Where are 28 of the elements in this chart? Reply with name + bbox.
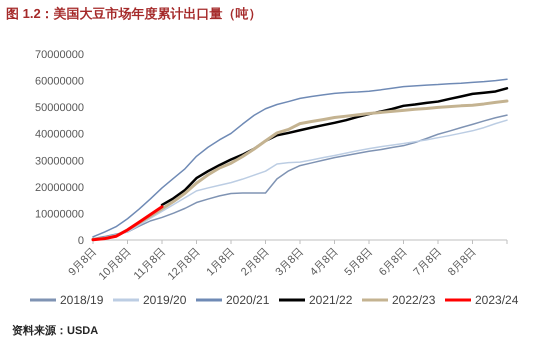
- x-tick-label: 1月8日: [204, 246, 238, 278]
- x-tick-label: 8月8日: [446, 246, 479, 278]
- y-tick-label: 0: [78, 235, 84, 247]
- y-tick-label: 70000000: [35, 49, 84, 61]
- text: 资料来源：USDA: [12, 324, 98, 337]
- y-tick-label: 10000000: [35, 208, 84, 220]
- y-tick-label: 20000000: [35, 182, 84, 194]
- y-tick-label: 40000000: [35, 128, 84, 141]
- legend-label: 2021/22: [309, 293, 353, 307]
- legend-label: 2023/24: [475, 293, 519, 307]
- y-tick-label: 60000000: [35, 76, 84, 88]
- x-tick-label: 4月8日: [308, 246, 341, 278]
- legend-label: 2022/23: [392, 293, 436, 307]
- y-tick-label: 30000000: [35, 155, 84, 168]
- legend-label: 2018/19: [60, 293, 104, 307]
- x-tick-label: 12月8日: [166, 246, 203, 283]
- x-tick-label: 7月8日: [411, 246, 444, 278]
- x-tick-label: 9月8日: [66, 246, 100, 278]
- x-tick-label: 2月8日: [238, 246, 272, 278]
- legend-label: 2020/21: [226, 293, 270, 307]
- y-tick-label: 50000000: [35, 102, 84, 114]
- title: 图 1.2：美国大豆市场年度累计出口量（吨）: [6, 6, 262, 21]
- x-tick-label: 6月8日: [376, 246, 410, 278]
- x-tick-label: 3月8日: [273, 246, 306, 278]
- legend-label: 2019/20: [143, 293, 187, 307]
- x-tick-label: 5月8日: [342, 246, 376, 278]
- x-tick-label: 10月8日: [96, 246, 134, 283]
- x-tick-label: 11月8日: [132, 246, 168, 282]
